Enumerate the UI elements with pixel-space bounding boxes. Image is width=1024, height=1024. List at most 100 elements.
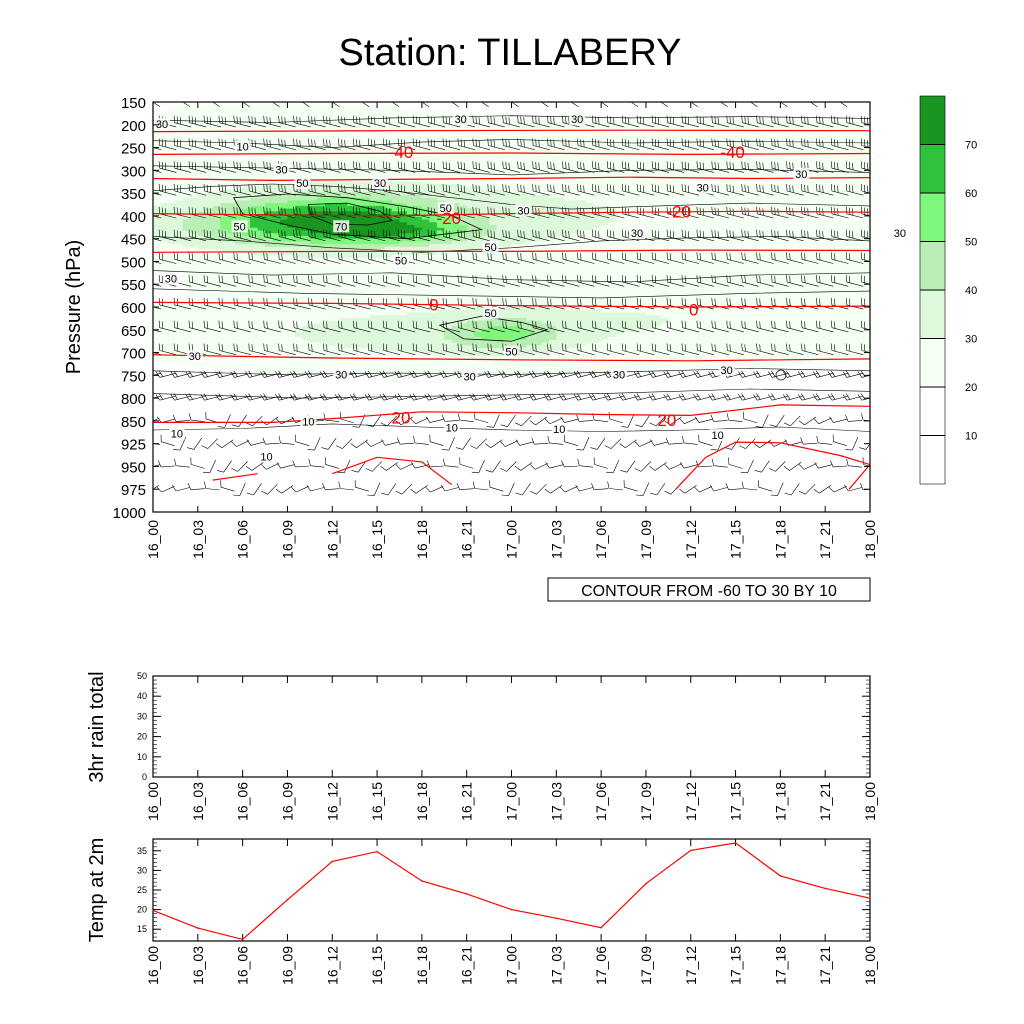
shading-cell bbox=[160, 497, 169, 504]
shading-cell bbox=[302, 408, 311, 412]
shading-cell bbox=[205, 389, 214, 393]
shading-cell bbox=[212, 115, 221, 119]
shading-cell bbox=[197, 137, 206, 141]
shading-cell bbox=[250, 416, 259, 420]
shading-cell bbox=[414, 246, 423, 251]
shading-cell bbox=[332, 244, 341, 248]
shading-cell bbox=[212, 443, 221, 449]
shading-cell bbox=[354, 320, 363, 324]
shading-cell bbox=[302, 486, 311, 493]
shading-cell bbox=[354, 491, 363, 499]
shading-cell bbox=[257, 148, 266, 152]
shading-cell bbox=[167, 244, 177, 248]
shading-cell bbox=[339, 274, 348, 278]
shading-cell bbox=[324, 246, 333, 251]
shading-cell bbox=[309, 309, 318, 314]
shading-cell bbox=[220, 380, 229, 385]
shading-cell bbox=[406, 441, 416, 444]
shading-cell bbox=[182, 208, 191, 212]
shading-cell bbox=[160, 323, 169, 327]
shading-cell bbox=[332, 350, 341, 355]
shading-cell bbox=[257, 211, 266, 215]
shading-cell bbox=[167, 246, 177, 251]
shading-cell bbox=[197, 367, 206, 371]
shading-cell bbox=[414, 225, 423, 229]
shading-cell bbox=[175, 410, 184, 415]
shading-cell bbox=[287, 285, 296, 289]
shading-cell bbox=[212, 205, 221, 210]
shading-cell bbox=[369, 268, 378, 273]
shading-cell bbox=[250, 118, 259, 122]
shading-cell bbox=[220, 423, 229, 426]
shading-cell bbox=[205, 315, 214, 319]
shading-cell bbox=[362, 241, 371, 245]
shading-cell bbox=[182, 309, 191, 314]
shading-cell bbox=[182, 173, 191, 177]
shading-cell bbox=[279, 399, 289, 404]
shading-cell bbox=[167, 181, 177, 185]
shading-cell bbox=[242, 271, 251, 275]
shading-cell bbox=[242, 369, 251, 374]
shading-cell bbox=[347, 118, 356, 122]
shading-cell bbox=[160, 143, 169, 147]
shading-cell bbox=[347, 304, 356, 308]
shading-cell bbox=[302, 428, 311, 432]
shading-cell bbox=[362, 181, 371, 185]
shading-cell bbox=[354, 402, 363, 406]
shading-cell bbox=[317, 369, 326, 374]
shading-cell bbox=[182, 337, 191, 341]
shading-cell bbox=[212, 383, 221, 387]
shading-cell bbox=[182, 249, 191, 253]
shading-cell bbox=[362, 145, 371, 150]
shading-cell bbox=[227, 432, 236, 435]
shading-cell bbox=[175, 405, 184, 409]
shading-cell bbox=[287, 426, 296, 430]
shading-cell bbox=[287, 230, 296, 234]
shading-cell bbox=[354, 312, 363, 316]
shading-cell bbox=[235, 315, 244, 319]
shading-cell bbox=[160, 425, 169, 428]
shading-cell bbox=[392, 186, 401, 191]
shading-cell bbox=[392, 475, 401, 482]
shading-cell bbox=[362, 156, 371, 160]
shading-cell bbox=[220, 268, 229, 273]
shading-cell bbox=[362, 408, 371, 412]
shading-cell bbox=[182, 156, 191, 160]
shading-cell bbox=[369, 102, 378, 106]
shading-cell bbox=[235, 323, 244, 327]
shading-cell bbox=[324, 200, 333, 204]
shading-cell bbox=[317, 148, 326, 152]
shading-cell bbox=[250, 197, 259, 201]
shading-cell bbox=[324, 342, 333, 346]
shading-cell bbox=[160, 112, 169, 117]
shading-cell bbox=[250, 383, 259, 387]
shading-cell bbox=[175, 441, 184, 444]
shading-cell bbox=[347, 421, 356, 424]
shading-cell bbox=[362, 112, 371, 117]
shading-cell bbox=[160, 194, 169, 199]
shading-cell bbox=[294, 211, 303, 215]
shading-cell bbox=[220, 225, 229, 229]
shading-cell bbox=[190, 162, 199, 166]
shading-cell bbox=[339, 112, 348, 117]
shading-cell bbox=[220, 140, 229, 144]
shading-cell bbox=[309, 323, 318, 327]
shading-cell bbox=[406, 348, 416, 352]
shading-cell bbox=[392, 287, 401, 292]
shading-cell bbox=[377, 383, 386, 387]
shading-cell bbox=[332, 276, 341, 281]
shading-cell bbox=[399, 328, 408, 333]
shading-cell bbox=[175, 197, 184, 201]
shading-cell bbox=[399, 399, 408, 404]
shading-cell bbox=[272, 386, 281, 390]
shading-cell bbox=[205, 192, 214, 196]
shading-cell bbox=[160, 430, 169, 434]
shading-cell bbox=[414, 233, 423, 237]
shading-cell bbox=[399, 238, 408, 242]
shading-cell bbox=[175, 112, 184, 117]
shading-cell bbox=[153, 296, 162, 300]
shading-cell bbox=[205, 356, 214, 360]
shading-cell bbox=[399, 143, 408, 147]
shading-cell bbox=[362, 298, 371, 303]
